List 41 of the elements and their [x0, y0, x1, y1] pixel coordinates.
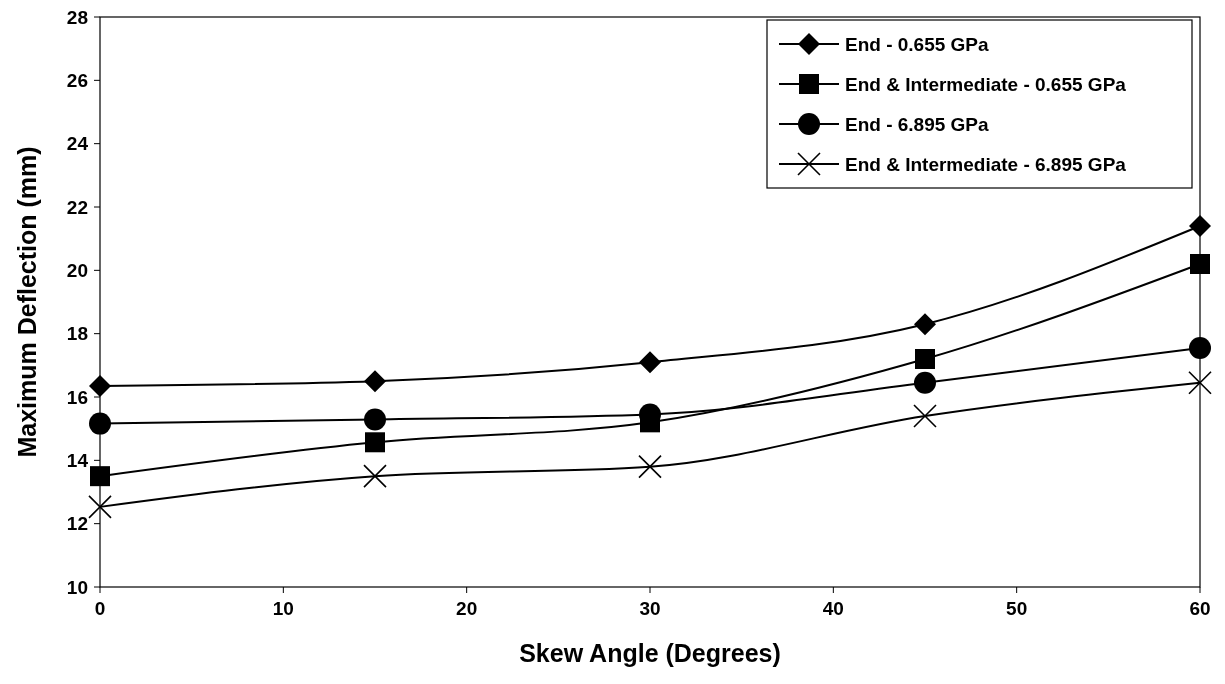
- y-tick-label: 22: [66, 196, 88, 218]
- x-tick-label: 30: [639, 598, 661, 619]
- y-tick-label: 20: [66, 259, 88, 281]
- legend-label: End - 6.895 GPa: [845, 113, 990, 135]
- point: [638, 454, 662, 479]
- x-tick-label: 60: [1189, 598, 1211, 619]
- point: [364, 370, 386, 393]
- point: [363, 464, 387, 488]
- y-tick-label: 16: [66, 386, 88, 408]
- y-tick-label: 26: [66, 69, 88, 91]
- point: [914, 313, 936, 336]
- legend-label: End & Intermediate - 6.895 GPa: [845, 153, 1127, 175]
- point: [364, 408, 386, 431]
- x-tick-label: 20: [456, 598, 478, 619]
- point: [88, 495, 112, 519]
- legend-label: End - 0.655 GPa: [845, 33, 990, 55]
- point: [639, 351, 661, 374]
- x-axis-title: Skew Angle (Degrees): [519, 639, 781, 667]
- point: [90, 466, 110, 487]
- point: [365, 432, 385, 453]
- point: [914, 371, 936, 394]
- y-tick-label: 24: [66, 133, 89, 155]
- point: [89, 374, 111, 397]
- y-tick-label: 12: [66, 513, 88, 535]
- y-axis-title: Maximum Deflection (mm): [13, 146, 41, 458]
- point: [89, 412, 111, 435]
- y-tick-label: 28: [66, 6, 88, 28]
- point: [1189, 215, 1211, 237]
- point: [1190, 254, 1210, 274]
- point: [915, 349, 935, 369]
- point: [1189, 336, 1211, 359]
- legend-label: End & Intermediate - 0.655 GPa: [845, 73, 1127, 95]
- x-tick-label: 50: [1006, 598, 1028, 619]
- point: [913, 404, 937, 428]
- x-tick-label: 10: [272, 598, 294, 619]
- y-tick-label: 18: [66, 323, 88, 345]
- x-tick-label: 40: [822, 598, 844, 619]
- point: [1188, 370, 1212, 395]
- y-tick-label: 14: [66, 449, 89, 471]
- y-tick-label: 10: [66, 576, 88, 598]
- x-tick-label: 0: [94, 598, 106, 619]
